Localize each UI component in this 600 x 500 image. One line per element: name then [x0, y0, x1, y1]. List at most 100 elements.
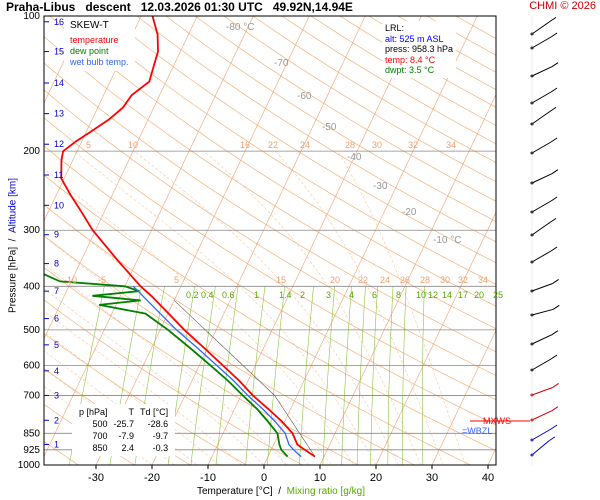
- summary-header-p: p [hPa]: [79, 407, 108, 417]
- isotherm: [44, 16, 86, 104]
- dry-adiabat: [397, 16, 496, 73]
- altitude-tick-label: 4: [54, 366, 59, 376]
- wind-barb: [531, 173, 553, 184]
- copyright: CHMI © 2026: [529, 0, 596, 12]
- table-row: 700 -7.9 -9.7: [76, 430, 171, 442]
- summary-header-row: p [hPa] T Td [°C]: [76, 406, 171, 418]
- x-tick-label: 0: [261, 472, 267, 484]
- x-tick-label: 20: [370, 472, 382, 484]
- y-axis-label-sep: /: [7, 238, 19, 242]
- isotherm: [319, 93, 496, 465]
- isotherm: [151, 16, 366, 465]
- moist-adiabat-label: 22: [268, 140, 278, 150]
- altitude-tick-label: 5: [54, 340, 59, 350]
- lrl-pressure: press: 958.3 hPa: [385, 44, 454, 54]
- wind-barb: [531, 20, 551, 35]
- isotherm: [44, 16, 142, 222]
- station-coords: 49.92N,14.94E: [272, 0, 353, 14]
- moist-adiabat-label: 28: [420, 275, 430, 285]
- x-tick-label: -10: [200, 472, 216, 484]
- dry-adiabat: [44, 204, 471, 465]
- summary-header-td: Td [°C]: [140, 407, 169, 417]
- altitude-tick-label: 14: [54, 78, 64, 88]
- wind-barb-flag: [552, 279, 559, 284]
- wind-barb: [531, 358, 552, 371]
- moist-adiabat-label: 32: [458, 275, 468, 285]
- wind-barb: [531, 36, 552, 49]
- wind-barb-flag: [551, 169, 559, 175]
- altitude-tick-label: 3: [54, 390, 59, 400]
- lrl-altitude: alt: 525 m ASL: [385, 33, 444, 44]
- moist-adiabat-label: 34: [446, 140, 456, 150]
- wind-barb-flag: [549, 217, 557, 223]
- mixing-ratio-label: 2: [300, 290, 305, 300]
- mixing-ratio-label: 4: [349, 290, 354, 300]
- altitude-tick-label: 8: [54, 259, 59, 269]
- mixing-ratio-label: 0.6: [222, 290, 235, 300]
- y-axis-label-altitude: Altitude [km]: [7, 177, 19, 233]
- wind-barb-flag: [550, 137, 558, 143]
- altitude-tick-label: 12: [54, 139, 64, 149]
- dry-adiabat: [44, 62, 496, 353]
- moist-adiabat-label: 28: [345, 140, 355, 150]
- moist-adiabat: [44, 288, 265, 465]
- legend-title: SKEW-T: [70, 20, 109, 31]
- wind-barb: [531, 110, 551, 125]
- series-wet-bulb-temp--line: [132, 285, 302, 458]
- wind-barb-flag: [550, 196, 558, 202]
- moist-adiabat-label: 30: [440, 275, 450, 285]
- mixing-ratio-label: 12: [428, 290, 438, 300]
- legend: SKEW-T temperature dew point wet bulb te…: [64, 17, 135, 71]
- wind-barb-flag: [550, 354, 558, 360]
- y-tick-label: 700: [23, 390, 40, 401]
- summary-table: p [hPa] T Td [°C] 500 -25.7 -28.6 700 -7…: [72, 404, 176, 456]
- moist-adiabat-label: 32: [408, 140, 418, 150]
- dry-adiabat: [49, 16, 496, 307]
- wind-barb-flag: [549, 106, 557, 112]
- isotherm: [263, 16, 478, 465]
- mixing-ratio-label: 14: [442, 290, 452, 300]
- mixing-ratio-label: 0.4: [201, 290, 214, 300]
- altitude-tick-label: 16: [54, 17, 64, 27]
- legend-item-dewpoint: dew point: [70, 46, 109, 56]
- mixing-ratio-label: 10: [416, 290, 426, 300]
- station-name: Praha-Libus: [6, 0, 76, 14]
- wind-barb: [531, 250, 552, 263]
- summary-cell: -0.3: [152, 443, 169, 453]
- y-tick-label: 925: [23, 445, 40, 456]
- summary-cell: -28.6: [147, 419, 169, 429]
- dry-adiabat-label: -80 °C: [226, 22, 254, 33]
- moist-adiabat-label: 5: [86, 140, 91, 150]
- moist-adiabat-label: 26: [400, 275, 410, 285]
- dry-adiabat: [136, 16, 496, 243]
- y-axis-label: Pressure [hPa] / Altitude [km]: [8, 171, 19, 321]
- moist-adiabat-label: 34: [478, 275, 488, 285]
- x-axis-label-sep: /: [278, 486, 282, 497]
- mixing-ratio-line: [370, 286, 378, 465]
- lrl-box: LRL: alt: 525 m ASL press: 958.3 hPa tem…: [382, 21, 457, 78]
- isotherm: [431, 329, 496, 465]
- isotherm: [487, 447, 496, 465]
- y-axis-label-pressure: Pressure [hPa]: [7, 246, 19, 314]
- dry-adiabat: [44, 36, 496, 330]
- altitude-tick-label: 13: [54, 109, 64, 119]
- moist-adiabat-label: 30: [372, 140, 382, 150]
- y-tick-label: 500: [23, 325, 40, 336]
- moist-adiabat: [73, 150, 377, 465]
- dry-adiabat-label: -50: [322, 122, 337, 133]
- wind-barb: [531, 308, 554, 316]
- moist-adiabat-label: 10: [128, 140, 138, 150]
- wind-barb-flag: [550, 32, 558, 38]
- lrl-title: LRL:: [385, 23, 405, 33]
- x-tick-label: 40: [482, 472, 494, 484]
- altitude-tick-label: 15: [54, 47, 64, 57]
- dry-adiabat-label: -70: [274, 58, 289, 69]
- summary-cell: -7.9: [118, 431, 135, 441]
- lrl-dewpoint: dwpt: 3.5 °C: [385, 65, 435, 75]
- mixing-ratio-line: [421, 286, 425, 465]
- moist-adiabat-label: -10: [64, 275, 77, 285]
- dry-adiabat-label: -10 °C: [433, 235, 461, 246]
- sounding-mode: descent: [85, 0, 131, 14]
- y-tick-label: 200: [23, 146, 40, 157]
